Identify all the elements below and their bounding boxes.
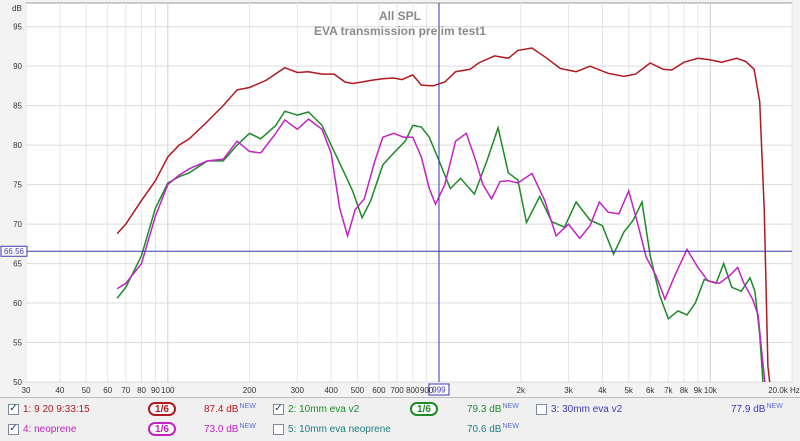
y-tick-label: 85: [13, 102, 22, 111]
x-tick-label: 80: [137, 386, 146, 395]
series-line-2: [116, 110, 764, 382]
x-tick-label: 60: [103, 386, 112, 395]
x-tick-label: 3k: [564, 386, 573, 395]
cursor-x-label: 999: [432, 386, 446, 395]
y-tick-label: 90: [13, 62, 22, 71]
legend-label-1: 1: 9 20 9:33:15: [23, 403, 90, 415]
legend-value-5: 70.6 dBNEW: [467, 423, 519, 435]
smoothing-button-1[interactable]: 1/6: [148, 402, 176, 416]
cursor-x-box: [428, 383, 450, 396]
x-tick-label: 200: [243, 386, 257, 395]
x-tick-label: 6k: [646, 386, 655, 395]
legend-checkbox-5[interactable]: [273, 423, 284, 435]
chart-title: All SPL: [379, 9, 421, 23]
legend-label-4: 4: neoprene: [23, 423, 77, 435]
x-tick-label: 50: [82, 386, 91, 395]
x-tick-label: 100: [161, 386, 175, 395]
legend-value-4: 73.0 dBNEW: [204, 423, 256, 435]
y-tick-label: 80: [13, 141, 22, 150]
x-tick-label: 10k: [704, 386, 718, 395]
x-tick-label: 70: [121, 386, 130, 395]
cursor-y-box: [0, 245, 28, 257]
legend-item-1[interactable]: ✓ 1: 9 20 9:33:15: [8, 401, 90, 417]
series-line-1: [116, 47, 771, 382]
x-tick-label: 90: [151, 386, 160, 395]
legend-value-1: 87.4 dBNEW: [204, 403, 256, 415]
legend-label-3: 3: 30mm eva v2: [551, 403, 623, 415]
y-axis-unit: dB: [12, 4, 22, 13]
y-tick-label: 70: [13, 220, 22, 229]
legend-value-3: 77.9 dBNEW: [731, 403, 783, 415]
legend-panel: ✓ 1: 9 20 9:33:15 1/6 87.4 dBNEW ✓ 2: 10…: [0, 397, 800, 441]
x-tick-label: 400: [324, 386, 338, 395]
x-tick-label: 4k: [598, 386, 607, 395]
legend-item-2[interactable]: ✓ 2: 10mm eva v2: [273, 401, 359, 417]
legend-item-3[interactable]: 3: 30mm eva v2: [536, 401, 622, 417]
y-tick-label: 65: [13, 260, 22, 269]
x-tick-label: 9k: [694, 386, 703, 395]
cursor-y-label: 66.56: [4, 247, 25, 256]
y-tick-label: 55: [13, 339, 22, 348]
x-tick-label: 40: [55, 386, 64, 395]
y-tick-label: 95: [13, 23, 22, 32]
x-tick-label: 800: [406, 386, 420, 395]
y-tick-label: 75: [13, 181, 22, 190]
cursor-crosshair: 66.56 999: [0, 3, 792, 396]
x-tick-label: 300: [291, 386, 305, 395]
smoothing-button-2[interactable]: 1/6: [410, 402, 438, 416]
legend-checkbox-3[interactable]: [536, 403, 547, 415]
legend-label-5: 5: 10mm eva neoprene: [288, 423, 391, 435]
chart-subtitle: EVA transmission prelim test1: [314, 24, 486, 38]
x-tick-label: 30: [22, 386, 31, 395]
legend-checkbox-4[interactable]: ✓: [8, 423, 19, 435]
series-lines: [116, 47, 771, 382]
y-tick-label: 60: [13, 299, 22, 308]
x-tick-label: 700: [390, 386, 404, 395]
x-tick-label: 500: [351, 386, 365, 395]
series-line-3: [116, 118, 766, 382]
x-tick-label: 8k: [680, 386, 689, 395]
legend-item-4[interactable]: ✓ 4: neoprene: [8, 421, 76, 437]
x-tick-label: 600: [372, 386, 386, 395]
legend-label-2: 2: 10mm eva v2: [288, 403, 360, 415]
x-tick-label: 5k: [624, 386, 633, 395]
y-tick-label: 50: [13, 378, 22, 387]
x-tick-label: 2k: [517, 386, 526, 395]
legend-checkbox-1[interactable]: ✓: [8, 403, 19, 415]
x-tick-label: 20.0k Hz: [768, 386, 800, 395]
legend-value-2: 79.3 dBNEW: [467, 403, 519, 415]
x-tick-label: 900: [420, 386, 434, 395]
legend-item-5[interactable]: 5: 10mm eva neoprene: [273, 421, 391, 437]
smoothing-button-4[interactable]: 1/6: [148, 422, 176, 436]
legend-checkbox-2[interactable]: ✓: [273, 403, 284, 415]
axis-tick-labels: 30 40 50 60 70 80 90 100 200 300 400 500 600 700 800 90…: [13, 23, 800, 395]
x-tick-label: 7k: [664, 386, 673, 395]
plot-area[interactable]: [25, 2, 793, 383]
